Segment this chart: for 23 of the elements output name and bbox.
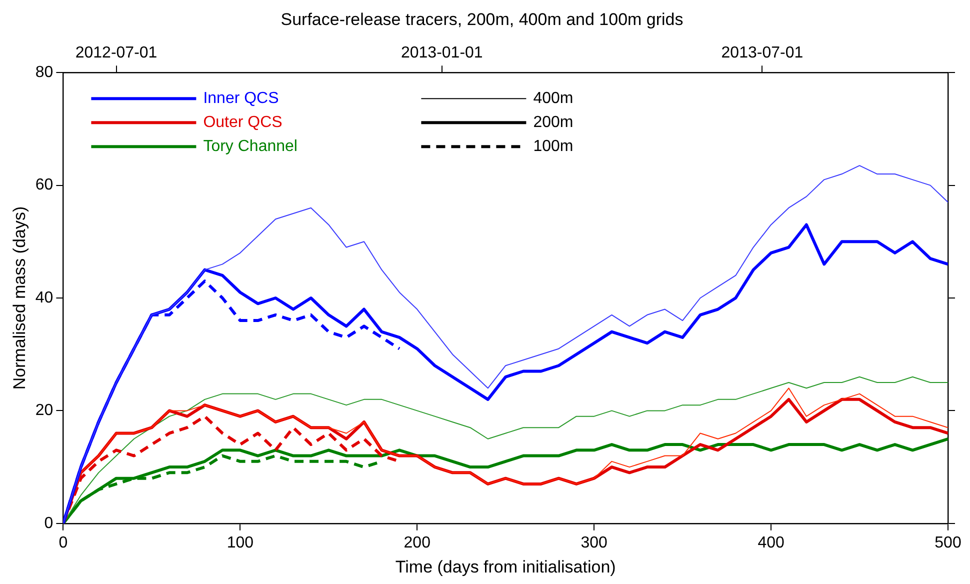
- x-tick-label: 300: [580, 534, 608, 552]
- x-tick-label: 100: [226, 534, 254, 552]
- y-tick-label: 80: [35, 64, 54, 82]
- legend-label: 100m: [533, 138, 574, 156]
- y-tick-label: 40: [35, 289, 54, 306]
- y-tick-label: 60: [35, 176, 54, 194]
- legend-label: 400m: [533, 90, 574, 108]
- x2-tick-label: 2013-01-01: [400, 44, 483, 62]
- chart-title: Surface-release tracers, 200m, 400m and 100m grids: [280, 10, 684, 29]
- x-tick-label: 0: [58, 534, 68, 552]
- text: Outer QCS: [203, 114, 282, 132]
- y-axis-title: Normalised mass (days): [10, 206, 29, 390]
- text: Inner QCS: [203, 90, 279, 108]
- text: Tory Channel: [203, 138, 298, 156]
- x2-tick-label: 2013-07-01: [721, 44, 804, 62]
- x-axis-title: Time (days from initialisation): [395, 557, 616, 576]
- x-tick-label: 500: [934, 534, 962, 552]
- y-tick-label: 20: [35, 402, 54, 420]
- x-tick-label: 400: [758, 534, 784, 552]
- y-tick-label: 0: [44, 514, 54, 532]
- legend-label: 200m: [533, 114, 574, 132]
- x2-tick-label: 2012-07-01: [75, 44, 158, 62]
- x-tick-label: 200: [404, 534, 431, 552]
